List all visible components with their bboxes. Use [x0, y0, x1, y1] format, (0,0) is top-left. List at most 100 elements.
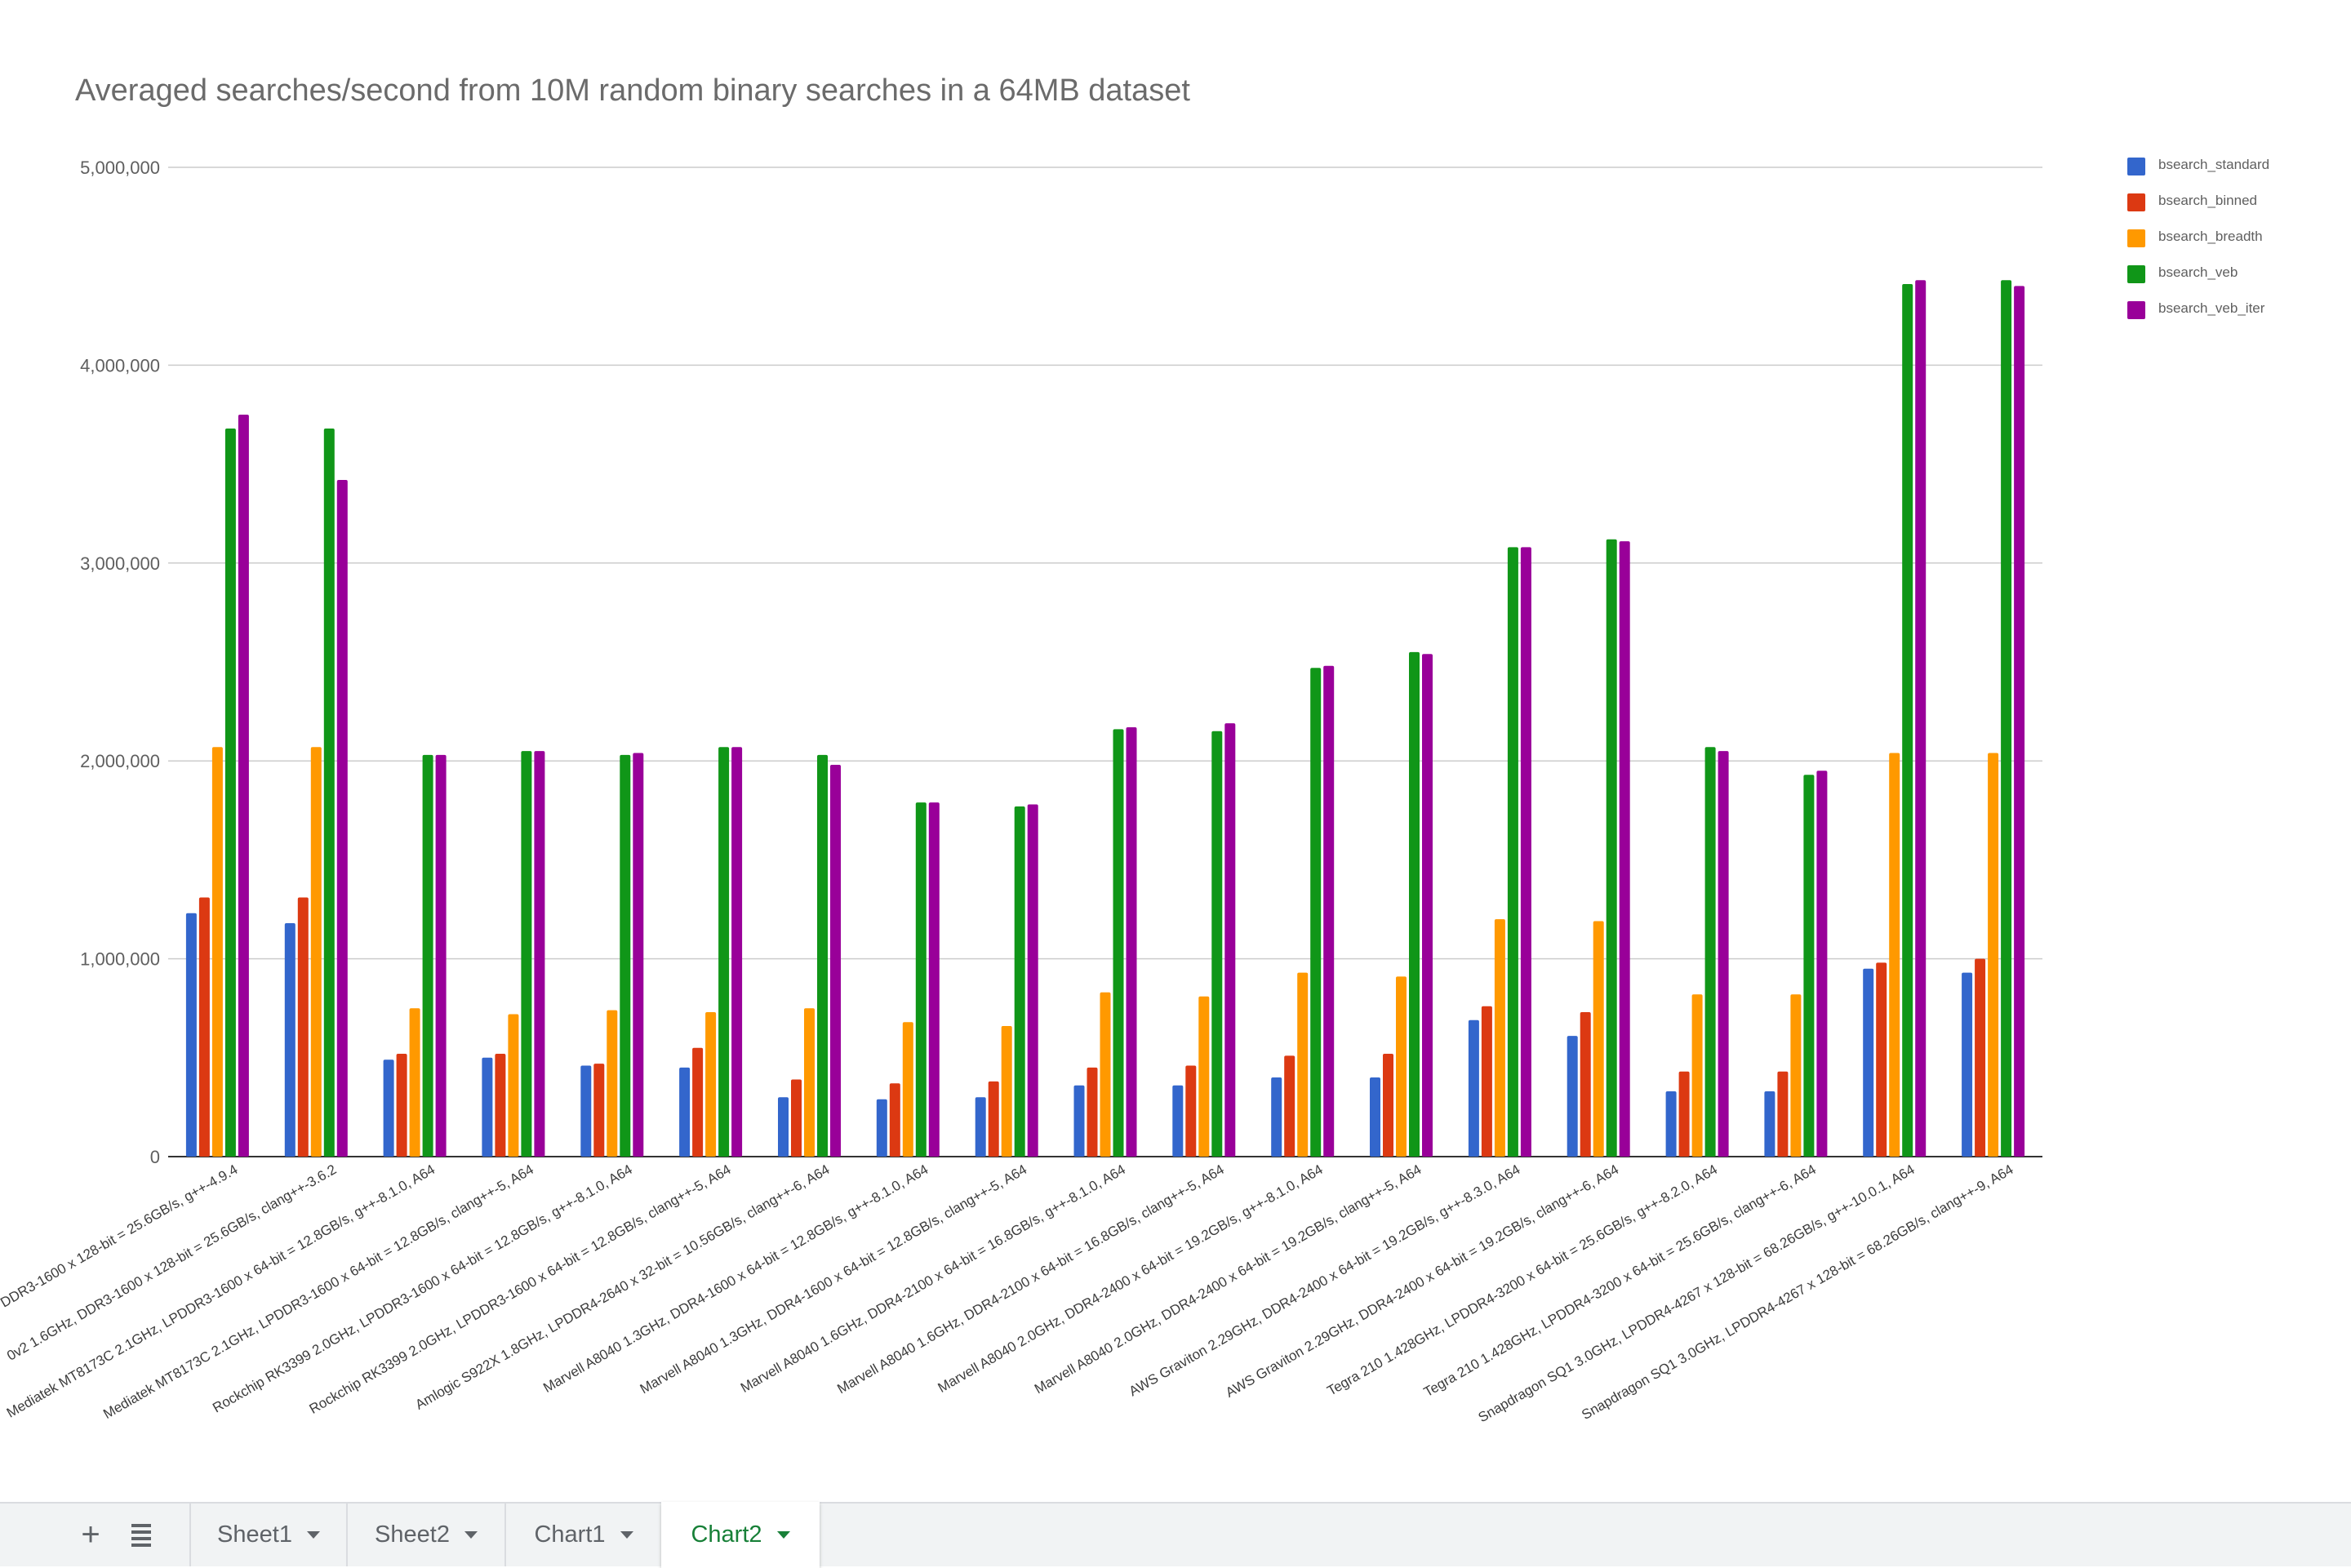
bar-bsearch_binned: [1383, 1054, 1393, 1157]
x-tick-label: Marvell A8040 1.3GHz, DDR4-1600 x 64-bit…: [540, 1162, 931, 1396]
chevron-down-icon[interactable]: [306, 1531, 320, 1539]
bar-bsearch_standard: [1073, 1085, 1085, 1157]
bar-bsearch_binned: [1580, 1012, 1591, 1157]
bar-bsearch_standard: [1370, 1077, 1380, 1157]
legend-swatch: [2127, 158, 2145, 175]
legend-label: bsearch_standard: [2158, 157, 2269, 172]
bar-bsearch_veb: [422, 754, 433, 1157]
bar-bsearch_standard: [185, 913, 197, 1157]
bar-bsearch_breadth: [902, 1022, 913, 1157]
x-tick-label: Snapdragon SQ1 3.0GHz, LPDDR4-4267 x 128…: [1476, 1162, 1918, 1425]
y-axis-ticks: 0 1,000,000 2,000,000 3,000,000 4,000,000 5,0…: [80, 158, 160, 1167]
bar-bsearch_standard: [975, 1097, 986, 1157]
chevron-down-icon[interactable]: [620, 1531, 633, 1539]
bars: [185, 280, 2025, 1157]
bar-bsearch_breadth: [1988, 753, 1999, 1157]
all-sheets-icon[interactable]: [122, 1504, 160, 1566]
bar-bsearch_binned: [1087, 1067, 1098, 1157]
chevron-down-icon[interactable]: [464, 1531, 478, 1539]
legend-label: bsearch_veb_iter: [2158, 300, 2265, 316]
bar-bsearch_veb: [521, 751, 532, 1157]
bar-bsearch_breadth: [1691, 994, 1703, 1157]
legend-label: bsearch_breadth: [2158, 229, 2263, 244]
tab-sheet1[interactable]: Sheet1: [189, 1504, 346, 1566]
bar-bsearch_standard: [679, 1067, 691, 1157]
bar-bsearch_veb_iter: [1027, 804, 1038, 1157]
bar-bsearch_veb: [1211, 731, 1223, 1157]
bar-bsearch_binned: [198, 897, 210, 1157]
bar-bsearch_veb_iter: [1718, 751, 1729, 1157]
bar-bsearch_breadth: [1297, 972, 1309, 1157]
bar-bsearch_standard: [580, 1065, 592, 1157]
bar-bsearch_veb: [1014, 806, 1025, 1157]
bar-bsearch_breadth: [1001, 1026, 1012, 1157]
bar-chart: Averaged searches/second from 10M random…: [0, 73, 2269, 1425]
bar-bsearch_veb_iter: [1619, 541, 1630, 1157]
legend-swatch: [2127, 301, 2145, 319]
bar-bsearch_veb_iter: [633, 753, 644, 1157]
bar-bsearch_veb: [1704, 747, 1716, 1157]
bar-bsearch_veb_iter: [238, 415, 249, 1157]
bar-bsearch_binned: [988, 1081, 999, 1157]
sheet-tab-bar: + Sheet1 Sheet2 Chart1 Chart2: [0, 1502, 2351, 1568]
bar-bsearch_veb: [1113, 729, 1124, 1157]
bar-bsearch_breadth: [1100, 992, 1111, 1157]
x-tick-label: Marvell A8040 1.6GHz, DDR4-2100 x 64-bit…: [738, 1162, 1128, 1396]
bar-bsearch_binned: [1284, 1055, 1295, 1157]
bar-bsearch_binned: [692, 1047, 704, 1157]
tab-chart1[interactable]: Chart1: [504, 1504, 661, 1566]
bar-bsearch_standard: [876, 1099, 887, 1157]
bar-bsearch_standard: [778, 1097, 789, 1157]
tab-chart2[interactable]: Chart2: [661, 1502, 820, 1568]
y-tick-label: 2,000,000: [80, 751, 160, 771]
plus-icon[interactable]: +: [72, 1504, 109, 1566]
bar-bsearch_breadth: [310, 747, 322, 1157]
bar-bsearch_binned: [297, 897, 309, 1157]
bar-bsearch_breadth: [1593, 921, 1604, 1157]
bar-bsearch_veb_iter: [534, 751, 545, 1157]
bar-bsearch_veb_iter: [1126, 727, 1137, 1157]
bar-bsearch_binned: [1876, 962, 1887, 1157]
bar-bsearch_binned: [791, 1079, 802, 1157]
bar-bsearch_binned: [495, 1054, 506, 1157]
bar-bsearch_breadth: [607, 1010, 618, 1157]
legend-label: bsearch_binned: [2158, 193, 2257, 208]
bar-bsearch_standard: [1764, 1091, 1775, 1157]
bar-bsearch_veb: [1606, 539, 1617, 1157]
bar-bsearch_breadth: [409, 1008, 420, 1157]
y-tick-label: 4,000,000: [80, 355, 160, 375]
bar-bsearch_standard: [1962, 972, 1973, 1157]
bar-bsearch_veb: [915, 802, 927, 1157]
bar-bsearch_binned: [1678, 1071, 1690, 1157]
tab-label: Sheet2: [375, 1521, 450, 1548]
bar-bsearch_standard: [1468, 1019, 1479, 1157]
bar-bsearch_veb_iter: [928, 802, 940, 1157]
bar-bsearch_standard: [1271, 1077, 1282, 1157]
bar-bsearch_standard: [1863, 968, 1874, 1157]
tab-sheet2[interactable]: Sheet2: [346, 1504, 504, 1566]
bar-bsearch_veb_iter: [1422, 654, 1433, 1157]
bar-bsearch_veb: [718, 747, 730, 1157]
bar-bsearch_veb_iter: [731, 747, 743, 1157]
bar-bsearch_binned: [593, 1064, 605, 1157]
legend-swatch: [2127, 265, 2145, 283]
bar-bsearch_standard: [482, 1057, 493, 1157]
bar-bsearch_binned: [1481, 1006, 1492, 1157]
tab-label: Chart2: [691, 1521, 762, 1548]
legend-swatch: [2127, 193, 2145, 211]
bar-bsearch_veb_iter: [1816, 771, 1828, 1157]
chevron-down-icon[interactable]: [776, 1531, 790, 1539]
bar-bsearch_binned: [1185, 1065, 1197, 1157]
bar-bsearch_veb: [817, 754, 828, 1157]
bar-bsearch_veb_iter: [1323, 665, 1335, 1157]
add-sheet-symbol: +: [81, 1517, 100, 1552]
bar-bsearch_veb_iter: [2014, 286, 2025, 1157]
legend: bsearch_standard bsearch_binned bsearch_br…: [2127, 157, 2269, 319]
bar-bsearch_veb: [323, 429, 335, 1157]
bar-bsearch_breadth: [508, 1014, 519, 1157]
tab-label: Chart1: [534, 1521, 606, 1548]
bar-bsearch_binned: [396, 1054, 407, 1157]
bar-bsearch_veb_iter: [1520, 547, 1531, 1157]
bar-bsearch_standard: [383, 1059, 394, 1157]
bar-bsearch_breadth: [1494, 919, 1505, 1157]
